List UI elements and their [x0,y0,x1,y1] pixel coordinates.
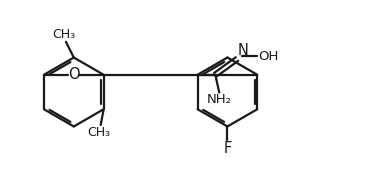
Text: N: N [238,43,249,58]
Text: OH: OH [259,49,279,63]
Text: F: F [223,141,232,156]
Text: O: O [68,67,79,82]
Text: CH₃: CH₃ [52,28,75,41]
Text: CH₃: CH₃ [87,126,110,139]
Text: NH₂: NH₂ [207,93,232,107]
